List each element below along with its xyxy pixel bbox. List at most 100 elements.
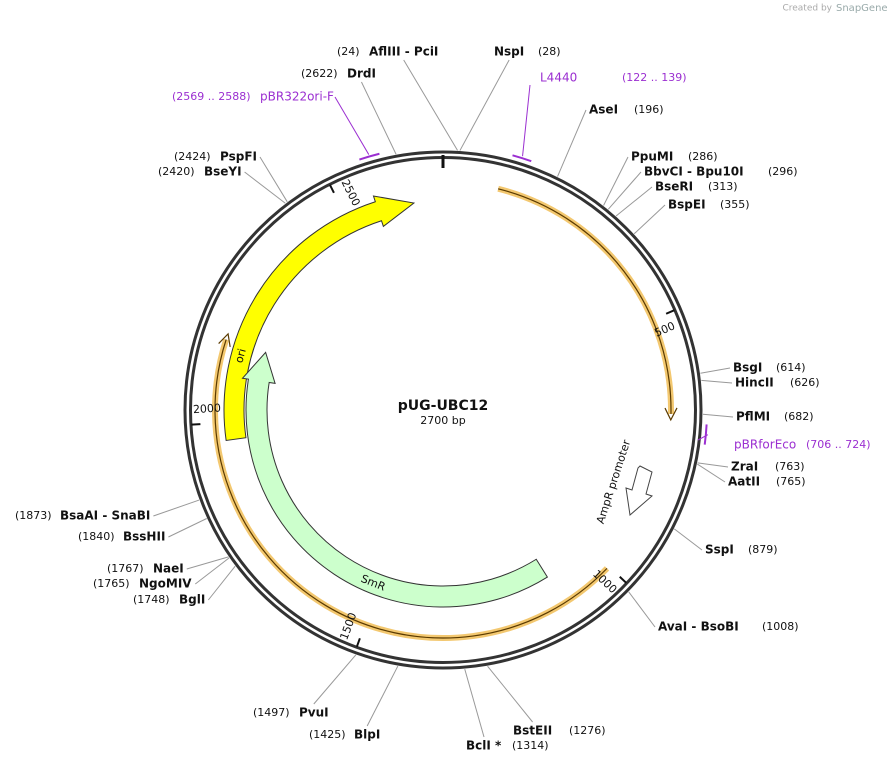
enzyme-leader — [673, 528, 703, 551]
primer-name: L4440 — [540, 71, 577, 85]
enzyme-site: (1748) — [133, 593, 170, 606]
enzyme-name: BseYI — [204, 165, 242, 179]
feature-line — [214, 339, 608, 639]
enzyme-name: PflMI — [736, 410, 770, 424]
enzyme-leader — [557, 109, 587, 177]
enzyme-name: HincII — [735, 376, 774, 390]
enzyme-name: BspEI — [668, 198, 706, 212]
enzyme-leader — [153, 499, 200, 517]
enzyme-site: (1425) — [309, 728, 346, 741]
primer-range: (2569 .. 2588) — [172, 90, 251, 103]
enzyme-site: (1497) — [253, 706, 290, 719]
enzyme-leader — [194, 557, 230, 585]
enzyme-leader — [487, 665, 533, 723]
enzyme-site: (2424) — [174, 150, 211, 163]
enzyme-leader — [403, 59, 458, 151]
tick-mark — [665, 309, 675, 315]
enzyme-name: BglI — [179, 593, 205, 607]
primer-arc — [512, 154, 532, 163]
enzyme-name: SspI — [705, 543, 734, 557]
enzyme-site: (763) — [775, 460, 805, 473]
enzyme-site: (765) — [776, 475, 806, 488]
feature-arrowhead — [664, 407, 678, 422]
enzyme-site: (1840) — [78, 530, 115, 543]
enzyme-leader — [186, 556, 229, 570]
enzyme-name: NspI — [494, 45, 524, 59]
enzyme-name: ZraI — [731, 460, 758, 474]
enzyme-leader — [168, 518, 207, 538]
enzyme-site: (682) — [784, 410, 814, 423]
tick-mark — [355, 638, 361, 648]
enzyme-leader — [697, 463, 726, 483]
enzyme-leader — [607, 171, 642, 210]
enzyme-leader — [207, 565, 236, 601]
enzyme-name: DrdI — [347, 67, 376, 81]
credit: Created by — [782, 4, 832, 14]
enzyme-site: (614) — [776, 361, 806, 374]
feature-line — [498, 188, 672, 414]
enzyme-site: (626) — [790, 376, 820, 389]
enzyme-leader — [697, 462, 729, 468]
enzyme-name: BlpI — [354, 728, 380, 742]
enzyme-site: (1276) — [569, 724, 606, 737]
enzyme-site: (313) — [708, 180, 738, 193]
enzyme-name: AatII — [728, 475, 760, 489]
enzyme-name: PvuI — [299, 706, 329, 720]
primer-arc — [359, 152, 380, 161]
feature-arrowhead — [218, 332, 231, 348]
enzyme-site: (1314) — [512, 739, 549, 752]
feature-label: ori — [233, 347, 249, 364]
enzyme-site: (196) — [634, 103, 664, 116]
brand: SnapGene — [836, 3, 888, 14]
enzyme-site: (296) — [768, 165, 798, 178]
enzyme-name: BssHII — [123, 530, 165, 544]
tick-label: 2500 — [339, 177, 363, 208]
enzyme-name: BsaAI - SnaBI — [60, 509, 150, 523]
enzyme-site: (2622) — [301, 67, 338, 80]
enzyme-name: PspFI — [220, 150, 257, 164]
enzyme-site: (24) — [337, 45, 360, 58]
enzyme-site: (1008) — [762, 620, 799, 633]
enzyme-name: BseRI — [655, 180, 693, 194]
tick-mark — [619, 576, 627, 584]
ring-outer — [183, 150, 703, 670]
tick-mark — [329, 184, 335, 194]
primer-range: (706 .. 724) — [806, 438, 871, 451]
feature-promoter — [625, 465, 653, 516]
enzyme-leader — [628, 591, 656, 628]
feature-label: AmpR promoter — [594, 438, 634, 526]
enzyme-leader — [702, 413, 734, 418]
enzyme-name: AvaI - BsoBI — [658, 620, 739, 634]
primer-leader — [697, 434, 709, 441]
plasmid-name: pUG-UBC12 — [398, 398, 489, 414]
enzyme-name: BstEII — [513, 724, 552, 738]
enzyme-site: (1873) — [15, 509, 52, 522]
enzyme-name: BbvCI - Bpu10I — [644, 165, 744, 179]
enzyme-leader — [366, 665, 399, 727]
primer-name: pBR322ori-F — [260, 90, 334, 104]
tick-label: 2000 — [193, 402, 222, 417]
enzyme-name: BsgI — [733, 361, 762, 375]
enzyme-leader — [464, 668, 485, 738]
feature-smr — [241, 351, 549, 608]
enzyme-site: (355) — [720, 198, 750, 211]
primer-name: pBRforEco — [734, 438, 796, 452]
enzyme-leader — [259, 156, 288, 203]
enzyme-leader — [361, 81, 397, 155]
primer-leader — [522, 84, 531, 157]
enzyme-site: (1765) — [93, 577, 130, 590]
enzyme-leader — [459, 59, 510, 151]
enzyme-site: (286) — [688, 150, 718, 163]
feature-ori — [223, 195, 416, 442]
enzyme-site: (2420) — [158, 165, 195, 178]
enzyme-name: BclI * — [466, 739, 502, 753]
enzyme-name: NaeI — [153, 562, 184, 576]
enzyme-name: PpuMI — [631, 150, 673, 164]
primer-arc — [703, 424, 708, 445]
enzyme-leader — [615, 186, 653, 217]
primer-leader — [334, 96, 370, 155]
enzyme-site: (1767) — [107, 562, 144, 575]
enzyme-leader — [701, 379, 733, 384]
enzyme-site: (879) — [748, 543, 778, 556]
